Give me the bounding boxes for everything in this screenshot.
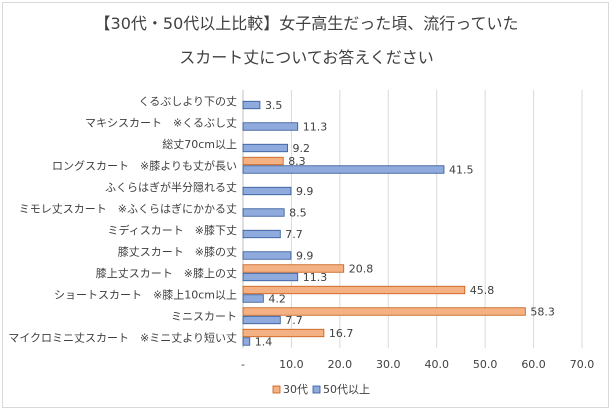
data-label: 16.7 <box>329 327 354 340</box>
bar <box>242 285 466 295</box>
category-label: マキシスカート ※くるぶし丈 <box>85 116 237 129</box>
chart-title-line2: スカート丈についてお答えください <box>179 48 434 67</box>
bar <box>242 294 264 303</box>
data-label: 4.2 <box>268 293 286 306</box>
legend-swatch <box>312 385 321 394</box>
data-label: 7.7 <box>285 314 303 327</box>
category-label: ロングスカート ※膝よりも丈が長い <box>52 158 237 172</box>
data-label: 9.9 <box>296 250 314 263</box>
bar <box>242 337 251 346</box>
category-label: ミモレ丈スカート ※ふくらはぎにかかる丈 <box>19 201 237 215</box>
bar <box>242 315 281 325</box>
data-label: 45.8 <box>470 284 495 297</box>
bar <box>242 251 292 260</box>
x-tick-label: - <box>241 358 245 371</box>
bar <box>242 165 445 174</box>
data-label: 8.5 <box>289 207 307 220</box>
data-label: 3.5 <box>265 99 283 112</box>
category-label: マイクロミニ丈スカート ※ミニ丈より短い丈 <box>8 330 237 344</box>
data-label: 1.4 <box>255 336 273 349</box>
bar <box>242 229 281 239</box>
data-label: 8.3 <box>288 155 306 168</box>
data-label: 9.9 <box>296 185 314 198</box>
chart-title-line1: 【30代・50代以上比較】女子高生だった頃、流行っていた <box>94 14 519 33</box>
category-label: 総丈70cm以上 <box>162 137 237 151</box>
bar <box>242 272 299 282</box>
legend-label: 50代以上 <box>323 383 370 396</box>
bar <box>242 122 299 131</box>
category-label: くるぶしより下の丈 <box>138 95 237 108</box>
bar <box>242 143 288 153</box>
bar <box>242 307 526 316</box>
data-label: 11.3 <box>303 121 328 134</box>
data-label: 9.2 <box>293 142 311 155</box>
bar <box>242 186 292 196</box>
bar <box>242 156 284 166</box>
x-tick-label: 70.0 <box>570 358 595 371</box>
x-tick-label: 30.0 <box>376 358 401 371</box>
category-label: ふくらはぎが半分隠れる丈 <box>105 180 237 194</box>
category-label: 膝上丈スカート ※膝上の丈 <box>96 267 237 280</box>
x-tick-label: 40.0 <box>424 358 449 371</box>
data-label: 58.3 <box>530 306 555 319</box>
x-tick-label: 60.0 <box>521 358 546 371</box>
data-label: 41.5 <box>449 164 474 177</box>
chart-frame <box>2 2 609 408</box>
data-label: 7.7 <box>285 228 303 241</box>
data-label: 11.3 <box>303 271 328 284</box>
legend-swatch <box>272 385 281 394</box>
bar <box>242 264 345 273</box>
legend-label: 30代 <box>283 383 308 396</box>
category-label: ミディスカート ※膝下丈 <box>108 223 237 237</box>
bar <box>242 208 285 217</box>
category-label: 膝丈スカート ※膝の丈 <box>118 245 237 258</box>
bar <box>242 328 325 338</box>
x-tick-label: 50.0 <box>473 358 498 371</box>
category-label: ミニスカート <box>171 310 237 323</box>
x-tick-label: 10.0 <box>279 358 304 371</box>
category-label: ショートスカート ※膝上10cm以上 <box>54 288 237 301</box>
data-label: 20.8 <box>349 263 374 276</box>
x-tick-label: 20.0 <box>328 358 353 371</box>
bar <box>242 100 261 110</box>
